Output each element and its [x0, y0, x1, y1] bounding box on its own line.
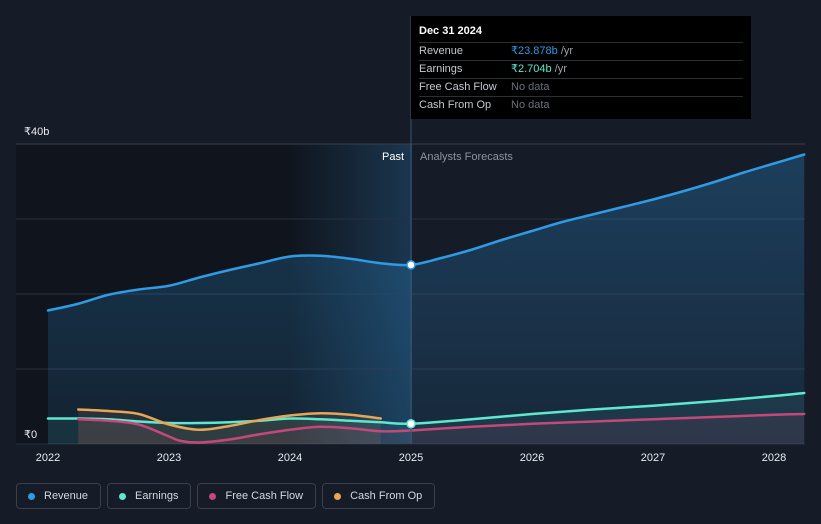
y-axis: ₹40b ₹0 — [24, 126, 49, 441]
tooltip-value: ₹23.878b — [511, 45, 558, 57]
x-tick-label: 2022 — [36, 452, 60, 464]
legend-label: Earnings — [135, 490, 179, 502]
x-tick-label: 2024 — [278, 452, 302, 464]
tooltip-label: Revenue — [419, 45, 464, 57]
tooltip-date: Dec 31 2024 — [419, 25, 482, 37]
earnings-highlight-point — [406, 418, 416, 429]
x-tick-label: 2025 — [399, 452, 423, 464]
revenue-line — [46, 153, 806, 312]
legend-label: Revenue — [44, 490, 89, 502]
tooltip-value: No data — [511, 99, 550, 111]
forecast-label: Analysts Forecasts — [420, 151, 513, 163]
series-lines — [46, 153, 806, 444]
x-tick-label: 2023 — [157, 452, 181, 464]
tooltip-label: Free Cash Flow — [419, 81, 497, 93]
tooltip-value: No data — [511, 81, 550, 93]
y-tick-label: ₹40b — [24, 126, 49, 138]
tooltip-unit: /yr — [551, 63, 567, 75]
tooltip: Dec 31 2024 Revenue ₹23.878b /yr Earning… — [411, 16, 751, 119]
legend-label: Cash From Op — [350, 490, 423, 502]
legend-item-revenue[interactable]: Revenue — [16, 483, 102, 509]
cash-from-op-dot-icon — [334, 492, 342, 500]
revenue-dot-icon — [28, 492, 35, 500]
revenue-area — [48, 154, 805, 444]
tooltip-unit: /yr — [557, 45, 574, 57]
legend-item-free-cash-flow[interactable]: Free Cash Flow — [197, 483, 317, 509]
tooltip-label: Cash From Op — [419, 99, 492, 111]
past-label: Past — [382, 151, 404, 163]
tooltip-value: ₹2.704b — [511, 63, 552, 75]
x-tick-label: 2026 — [520, 452, 544, 464]
x-axis: 2022 2023 2024 2025 2026 2027 2028 — [36, 452, 786, 464]
x-tick-label: 2027 — [641, 452, 665, 464]
highlight-points — [406, 260, 416, 429]
tooltip-row-revenue: Revenue ₹23.878b /yr — [419, 42, 743, 60]
earnings-dot-icon — [119, 492, 127, 500]
earnings-area — [48, 393, 805, 444]
tooltip-row-earnings: Earnings ₹2.704b /yr — [419, 60, 743, 78]
free-cash-flow-dot-icon — [209, 492, 217, 500]
tooltip-label: Earnings — [419, 63, 463, 75]
tooltip-row-free-cash-flow: Free Cash Flow No data — [419, 78, 743, 96]
free-cash-flow-line — [77, 412, 806, 444]
legend-item-earnings[interactable]: Earnings — [107, 483, 192, 509]
x-tick-label: 2028 — [762, 452, 786, 464]
earnings-line — [46, 391, 806, 426]
revenue-highlight-point — [406, 260, 416, 270]
legend-label: Free Cash Flow — [225, 490, 304, 502]
tooltip-row-cash-from-op: Cash From Op No data — [419, 96, 743, 114]
legend-item-cash-from-op[interactable]: Cash From Op — [322, 483, 436, 509]
cash-from-op-line — [77, 408, 382, 432]
legend: Revenue Earnings Free Cash Flow Cash Fro… — [16, 483, 436, 509]
y-tick-label: ₹0 — [24, 429, 37, 441]
